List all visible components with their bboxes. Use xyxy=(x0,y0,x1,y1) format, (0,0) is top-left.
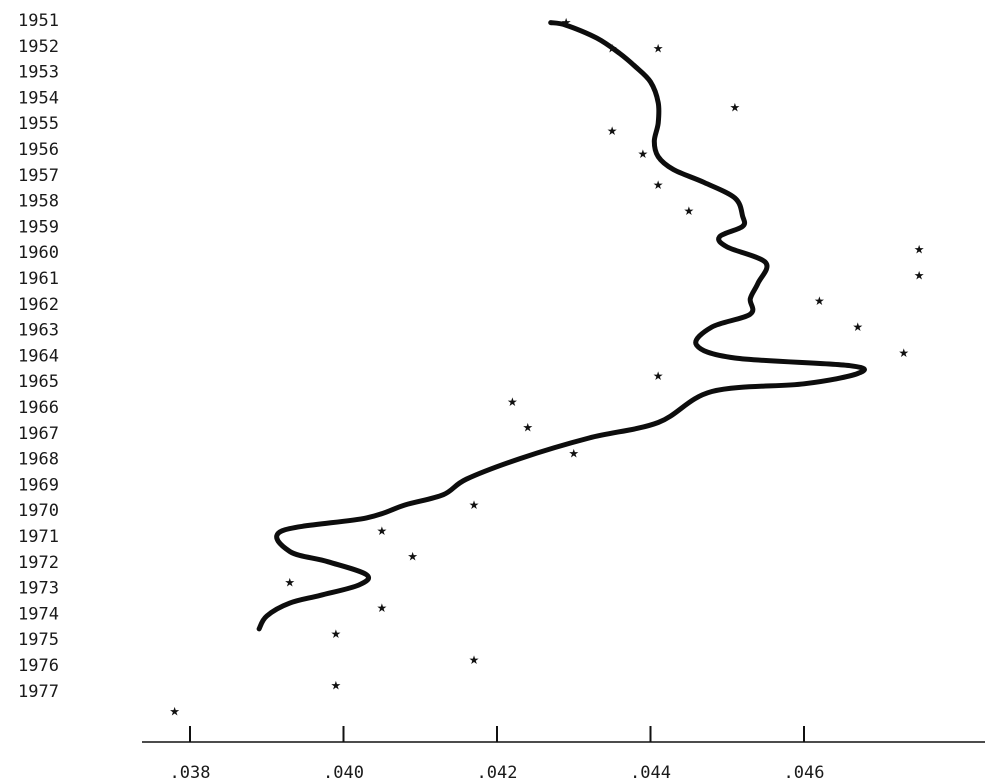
data-point: ★ xyxy=(653,41,664,55)
x-tick-label: .046 xyxy=(784,763,825,783)
data-point: ★ xyxy=(653,369,664,383)
data-point: ★ xyxy=(561,16,572,30)
data-point: ★ xyxy=(607,124,618,138)
data-point: ★ xyxy=(376,524,387,538)
data-point: ★ xyxy=(730,101,741,115)
data-point: ★ xyxy=(914,268,925,282)
year-label: 1971 xyxy=(18,527,59,547)
data-point: ★ xyxy=(568,446,579,460)
year-label: 1970 xyxy=(18,501,59,521)
data-point: ★ xyxy=(376,601,387,615)
year-labels: 1951 1952 1953 1954 1955 1956 1957 1958 1959 1960… xyxy=(18,11,59,702)
data-point: ★ xyxy=(330,679,341,693)
x-tick-label: .040 xyxy=(323,763,364,783)
data-point: ★ xyxy=(284,575,295,589)
x-axis: .038 .040 .042 .044 .046 xyxy=(170,726,825,783)
year-label: 1974 xyxy=(18,604,59,624)
year-label: 1965 xyxy=(18,372,59,392)
x-tick-label: .042 xyxy=(477,763,518,783)
x-tick-label: .044 xyxy=(630,763,671,783)
data-point: ★ xyxy=(814,294,825,308)
year-label: 1952 xyxy=(18,37,59,57)
data-point: ★ xyxy=(522,421,533,435)
scatter-points: ★ ★ ★ ★ ★ ★ ★ ★ ★ ★ ★ ★ ★ ★ ★ ★ ★ ★ ★ ★ ★ ★ ★ ★ ★ ★ xyxy=(169,16,924,719)
data-point: ★ xyxy=(330,627,341,641)
year-label: 1954 xyxy=(18,88,59,108)
data-point: ★ xyxy=(507,395,518,409)
data-point: ★ xyxy=(169,704,180,718)
year-label: 1955 xyxy=(18,114,59,134)
data-point: ★ xyxy=(852,320,863,334)
data-point: ★ xyxy=(898,346,909,360)
year-label: 1973 xyxy=(18,579,59,599)
year-label: 1964 xyxy=(18,346,59,366)
data-point: ★ xyxy=(407,550,418,564)
year-label: 1972 xyxy=(18,553,59,573)
year-label: 1957 xyxy=(18,166,59,186)
year-label: 1977 xyxy=(18,682,59,702)
year-label: 1960 xyxy=(18,243,59,263)
year-label: 1968 xyxy=(18,450,59,470)
data-point: ★ xyxy=(914,243,925,257)
data-point: ★ xyxy=(607,41,618,55)
data-point: ★ xyxy=(469,653,480,667)
year-label: 1966 xyxy=(18,398,59,418)
year-label: 1967 xyxy=(18,424,59,444)
data-point: ★ xyxy=(683,204,694,218)
year-label: 1969 xyxy=(18,475,59,495)
x-tick-label: .038 xyxy=(170,763,211,783)
year-label: 1963 xyxy=(18,321,59,341)
year-label: 1962 xyxy=(18,295,59,315)
year-label: 1951 xyxy=(18,11,59,31)
year-label: 1956 xyxy=(18,140,59,160)
data-point: ★ xyxy=(653,178,664,192)
year-label: 1976 xyxy=(18,656,59,676)
year-label: 1959 xyxy=(18,217,59,237)
data-point: ★ xyxy=(637,147,648,161)
year-label: 1958 xyxy=(18,192,59,212)
data-point: ★ xyxy=(469,498,480,512)
series-line xyxy=(256,20,867,632)
year-label: 1961 xyxy=(18,269,59,289)
year-label: 1953 xyxy=(18,63,59,83)
year-label: 1975 xyxy=(18,630,59,650)
